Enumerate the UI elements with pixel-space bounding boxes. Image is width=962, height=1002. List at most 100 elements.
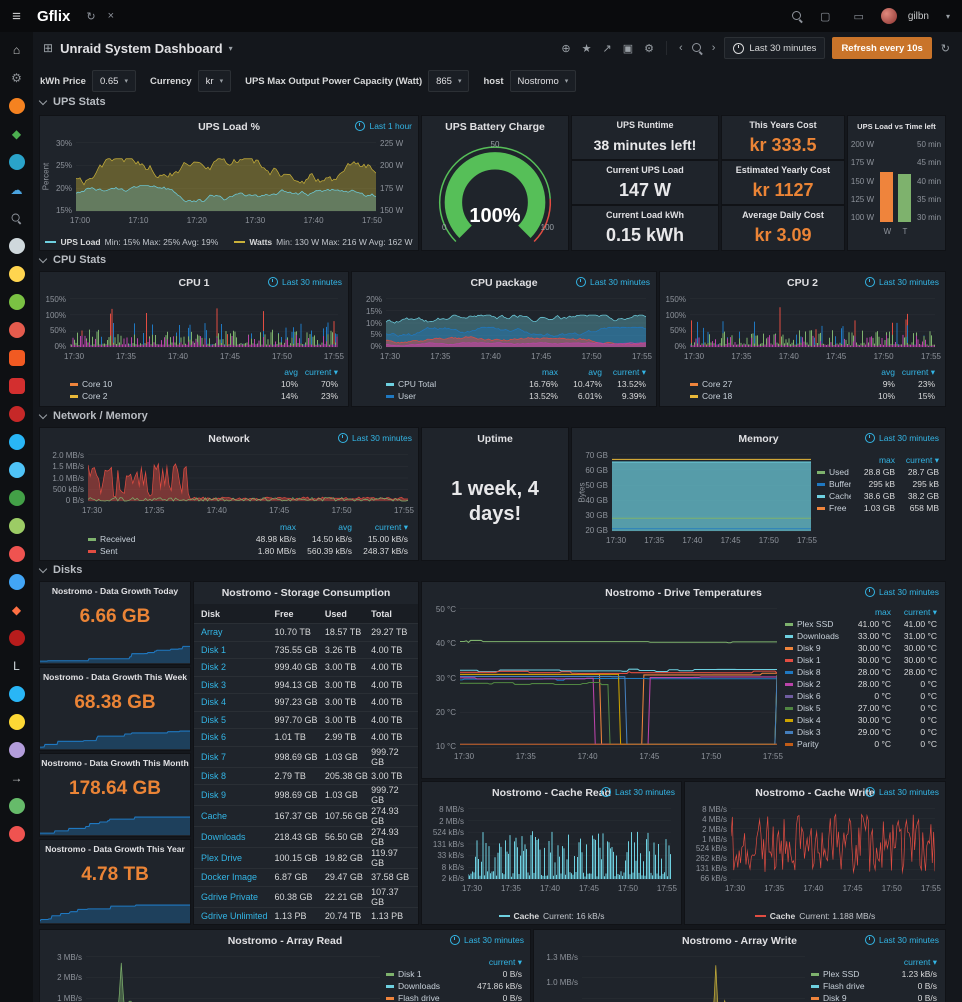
time-range-link[interactable]: Last 30 minutes [864, 433, 939, 443]
time-range-link[interactable]: Last 30 minutes [600, 787, 675, 797]
sidebar-app-icon[interactable] [9, 210, 25, 226]
sidebar-app-icon[interactable]: ⌂ [12, 43, 21, 57]
variable-value-dropdown[interactable]: Nostromo [509, 70, 577, 92]
sidebar-app-icon[interactable] [8, 378, 25, 394]
legend-series[interactable]: Plex SSD [811, 969, 881, 979]
time-range-link[interactable]: Last 30 minutes [575, 277, 650, 287]
legend-item[interactable]: UPS Load Min: 15% Max: 25% Avg: 19% [45, 237, 218, 247]
sidebar-app-icon[interactable]: ☁ [10, 183, 23, 197]
legend-series[interactable]: Sent [88, 546, 240, 556]
memory-graph[interactable] [612, 454, 811, 532]
panel-title[interactable]: Nostromo - Cache Read [491, 787, 612, 799]
legend-series[interactable]: Core 10 [70, 379, 258, 389]
array-read-graph[interactable] [86, 956, 380, 1002]
panel-title[interactable]: Average Daily Cost [742, 210, 824, 220]
variable-value-dropdown[interactable]: 0.65 [91, 70, 136, 92]
section-network-memory[interactable]: Network / Memory [38, 410, 148, 422]
time-range-link[interactable]: Last 1 hour [355, 121, 412, 131]
bar-chart[interactable] [878, 142, 913, 222]
search-icon[interactable] [792, 10, 803, 22]
sidebar-app-icon[interactable] [8, 462, 25, 478]
user-menu-caret-icon[interactable]: ▾ [945, 11, 950, 21]
fullscreen-icon[interactable]: ▢ [820, 10, 831, 23]
legend-series[interactable]: Downloads [785, 631, 845, 641]
panel-title[interactable]: Estimated Yearly Cost [735, 165, 831, 175]
legend-series[interactable]: Free [817, 503, 851, 513]
dashboard-title[interactable]: Unraid System Dashboard [60, 40, 223, 56]
panel-title[interactable]: Nostromo - Data Growth Today [51, 586, 179, 596]
sidebar-app-icon[interactable] [8, 546, 25, 562]
panel-title[interactable]: Nostromo - Storage Consumption [221, 587, 391, 599]
legend-series[interactable]: Disk 3 [785, 727, 845, 737]
cpu1-graph[interactable] [70, 298, 338, 348]
panel-title[interactable]: Network [208, 433, 250, 445]
section-disks[interactable]: Disks [38, 564, 82, 576]
time-range-picker[interactable]: Last 30 minutes [724, 37, 826, 59]
sidebar-app-icon[interactable]: L [13, 659, 20, 673]
bar[interactable] [880, 171, 894, 222]
ups-load-graph[interactable] [76, 142, 376, 212]
sidebar-app-icon[interactable] [8, 518, 25, 534]
legend-series[interactable]: Disk 9 [811, 993, 881, 1002]
disk-link[interactable]: Plex Drive [201, 853, 243, 863]
legend-series[interactable]: Plex SSD [785, 619, 845, 629]
panel-title[interactable]: CPU 1 [178, 277, 210, 289]
settings-icon[interactable]: ⚙ [644, 42, 655, 55]
panel-title[interactable]: This Years Cost [749, 120, 817, 130]
legend-series[interactable]: Cached [817, 491, 851, 501]
legend-series[interactable]: Disk 9 [785, 643, 845, 653]
legend-item[interactable]: Watts Min: 130 W Max: 216 W Avg: 162 W [234, 237, 413, 247]
star-icon[interactable]: ★ [581, 42, 592, 55]
panel-title[interactable]: Nostromo - Array Read [227, 935, 343, 947]
sidebar-app-icon[interactable] [8, 434, 25, 450]
close-icon[interactable]: × [107, 10, 114, 22]
disk-link[interactable]: Downloads [201, 832, 246, 842]
sidebar-app-icon[interactable] [8, 350, 25, 366]
username[interactable]: gilbn [907, 10, 929, 22]
sidebar-app-icon[interactable] [8, 238, 25, 254]
sidebar-app-icon[interactable] [8, 406, 25, 422]
save-icon[interactable]: ▣ [622, 42, 634, 55]
refresh-interval-picker[interactable]: Refresh every 10s [832, 37, 932, 59]
section-cpu-stats[interactable]: CPU Stats [38, 254, 106, 266]
temperatures-graph[interactable] [460, 608, 777, 748]
legend-series[interactable]: CPU Total [386, 379, 514, 389]
legend-series[interactable]: Buffered [817, 479, 851, 489]
disk-link[interactable]: Disk 1 [201, 644, 227, 655]
avatar[interactable] [880, 8, 897, 24]
disk-link[interactable]: Disk 6 [201, 732, 227, 743]
disk-link[interactable]: Gdrive Private [201, 891, 259, 902]
disk-link[interactable]: Docker Image [201, 872, 258, 883]
disk-link[interactable]: Disk 9 [201, 790, 227, 800]
sidebar-app-icon[interactable] [8, 574, 25, 590]
panel-title[interactable]: Nostromo - Array Write [682, 935, 797, 947]
legend-series[interactable]: Disk 1 [785, 655, 845, 665]
dashboard-title-caret-icon[interactable]: ▾ [228, 43, 233, 53]
sidebar-app-icon[interactable] [8, 826, 25, 842]
legend-item[interactable]: Cache Current: 16 kB/s [498, 911, 604, 921]
panel-title[interactable]: UPS Battery Charge [445, 121, 545, 133]
refresh-icon[interactable]: ↻ [940, 42, 950, 55]
legend-series[interactable]: Disk 6 [785, 691, 845, 701]
section-ups-stats[interactable]: UPS Stats [38, 96, 106, 108]
time-range-link[interactable]: Last 30 minutes [864, 587, 939, 597]
legend-series[interactable]: Disk 1 [386, 969, 462, 979]
brand-logo[interactable]: Gflix [37, 7, 71, 25]
time-range-link[interactable]: Last 30 minutes [864, 935, 939, 945]
variable-value-dropdown[interactable]: kr [197, 70, 232, 92]
panel-title[interactable]: CPU package [470, 277, 538, 289]
panel-title[interactable]: Nostromo - Cache Write [755, 787, 875, 799]
disk-link[interactable]: Cache [201, 811, 228, 821]
panel-title[interactable]: Uptime [477, 433, 513, 445]
sidebar-app-icon[interactable] [8, 294, 25, 310]
variable-value-dropdown[interactable]: 865 [428, 70, 470, 92]
cpu2-graph[interactable] [690, 298, 935, 348]
time-range-link[interactable]: Last 30 minutes [337, 433, 412, 443]
time-pan-right-icon[interactable]: › [711, 42, 716, 54]
panel-title[interactable]: Nostromo - Drive Temperatures [605, 587, 762, 599]
legend-series[interactable]: Used [817, 467, 851, 477]
legend-series[interactable]: Downloads [386, 981, 462, 991]
time-range-link[interactable]: Last 30 minutes [864, 787, 939, 797]
sidebar-app-icon[interactable] [8, 630, 25, 646]
sidebar-app-icon[interactable] [8, 714, 25, 730]
